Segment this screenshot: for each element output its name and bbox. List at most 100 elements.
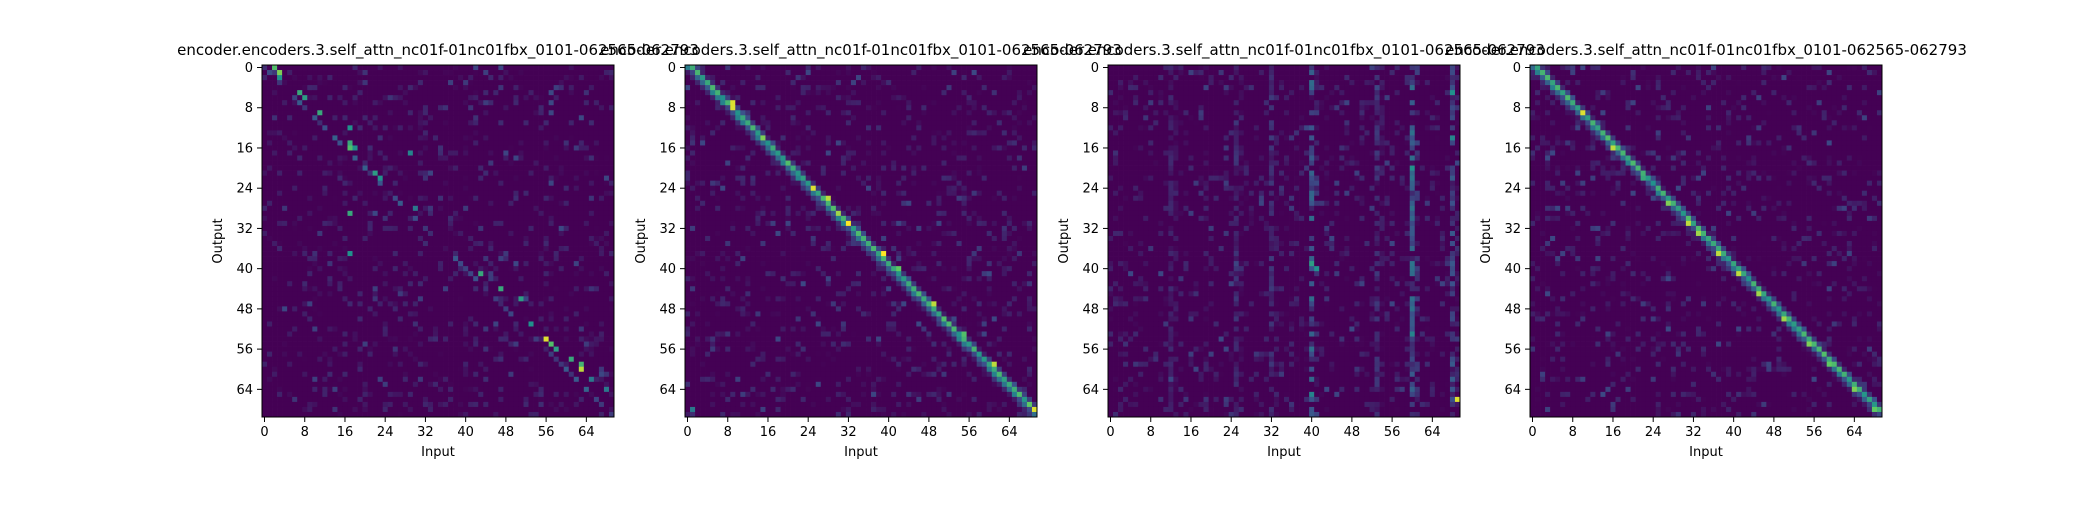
heatmap-cell: [383, 387, 388, 392]
heatmap-cell: [408, 266, 413, 271]
heatmap-cell: [312, 221, 317, 226]
heatmap-cell: [579, 337, 584, 342]
heatmap-cell: [292, 397, 297, 402]
heatmap-cell: [368, 377, 373, 382]
heatmap-cell: [403, 402, 408, 407]
heatmap-cell: [262, 226, 267, 231]
heatmap-cell: [534, 306, 539, 311]
heatmap-cell: [584, 216, 589, 221]
heatmap-cell: [393, 156, 398, 161]
heatmap-cell: [529, 271, 534, 276]
heatmap-cell: [534, 196, 539, 201]
heatmap-cell: [574, 226, 579, 231]
heatmap-cell: [307, 387, 312, 392]
heatmap-cell: [559, 75, 564, 80]
heatmap-cell: [513, 256, 518, 261]
heatmap-cell: [554, 221, 559, 226]
heatmap-cell: [332, 156, 337, 161]
heatmap-cell: [518, 201, 523, 206]
heatmap-cell: [297, 100, 302, 105]
heatmap-cell: [413, 397, 418, 402]
heatmap-cell: [599, 216, 604, 221]
heatmap-cell: [518, 261, 523, 266]
heatmap-cell: [418, 342, 423, 347]
heatmap-cell: [378, 145, 383, 150]
heatmap-cell: [373, 206, 378, 211]
heatmap-cell: [498, 316, 503, 321]
heatmap-cell: [438, 362, 443, 367]
heatmap-cell: [353, 367, 358, 372]
heatmap-cell: [277, 352, 282, 357]
heatmap-cell: [589, 397, 594, 402]
heatmap-cell: [433, 291, 438, 296]
heatmap-cell: [378, 326, 383, 331]
heatmap-cell: [559, 367, 564, 372]
heatmap-cell: [498, 171, 503, 176]
heatmap-cell: [599, 266, 604, 271]
heatmap-cell: [327, 70, 332, 75]
heatmap-cell: [327, 145, 332, 150]
heatmap-cell: [523, 201, 528, 206]
heatmap-cell: [282, 372, 287, 377]
heatmap-cell: [337, 271, 342, 276]
heatmap-cell: [458, 326, 463, 331]
heatmap-cell: [433, 120, 438, 125]
heatmap-cell: [353, 306, 358, 311]
heatmap-cell: [307, 156, 312, 161]
heatmap-cell: [373, 125, 378, 130]
heatmap-cell: [483, 75, 488, 80]
heatmap-cell: [282, 321, 287, 326]
heatmap-cell: [368, 80, 373, 85]
heatmap-cell: [529, 377, 534, 382]
heatmap-cell: [267, 70, 272, 75]
heatmap-cell: [368, 196, 373, 201]
heatmap-cell: [589, 352, 594, 357]
heatmap-cell: [332, 181, 337, 186]
heatmap-cell: [513, 105, 518, 110]
heatmap-cell: [564, 70, 569, 75]
heatmap-cell: [358, 105, 363, 110]
heatmap-cell: [539, 261, 544, 266]
heatmap-cell: [513, 100, 518, 105]
heatmap-cell: [544, 332, 549, 337]
heatmap-cell: [403, 387, 408, 392]
heatmap-cell: [408, 251, 413, 256]
heatmap-cell: [574, 301, 579, 306]
heatmap-cell: [599, 301, 604, 306]
heatmap-cell: [523, 166, 528, 171]
heatmap-cell: [282, 326, 287, 331]
heatmap-cell: [373, 181, 378, 186]
heatmap-cell: [559, 120, 564, 125]
heatmap-cell: [287, 347, 292, 352]
heatmap-cell: [262, 347, 267, 352]
heatmap-cell: [297, 367, 302, 372]
heatmap-cell: [267, 135, 272, 140]
heatmap-cell: [353, 347, 358, 352]
heatmap-cell: [534, 392, 539, 397]
heatmap-cell: [594, 241, 599, 246]
heatmap-cell: [463, 337, 468, 342]
heatmap-cell: [408, 80, 413, 85]
heatmap-cell: [453, 176, 458, 181]
heatmap-cell: [463, 367, 468, 372]
heatmap-cell: [503, 261, 508, 266]
heatmap-cell: [327, 120, 332, 125]
heatmap-cell: [287, 352, 292, 357]
heatmap-cell: [508, 377, 513, 382]
heatmap-cell: [831, 65, 836, 70]
heatmap-cell: [413, 130, 418, 135]
heatmap-cell: [312, 216, 317, 221]
heatmap-cell: [403, 206, 408, 211]
heatmap-cell: [342, 140, 347, 145]
heatmap-cell: [423, 316, 428, 321]
heatmap-cell: [594, 206, 599, 211]
heatmap-cell: [503, 85, 508, 90]
heatmap-cell: [398, 221, 403, 226]
heatmap-cell: [337, 276, 342, 281]
heatmap-cell: [554, 95, 559, 100]
heatmap-cell: [388, 291, 393, 296]
heatmap-cell: [332, 236, 337, 241]
heatmap-cell: [277, 261, 282, 266]
heatmap-cell: [332, 75, 337, 80]
heatmap-cell: [549, 352, 554, 357]
